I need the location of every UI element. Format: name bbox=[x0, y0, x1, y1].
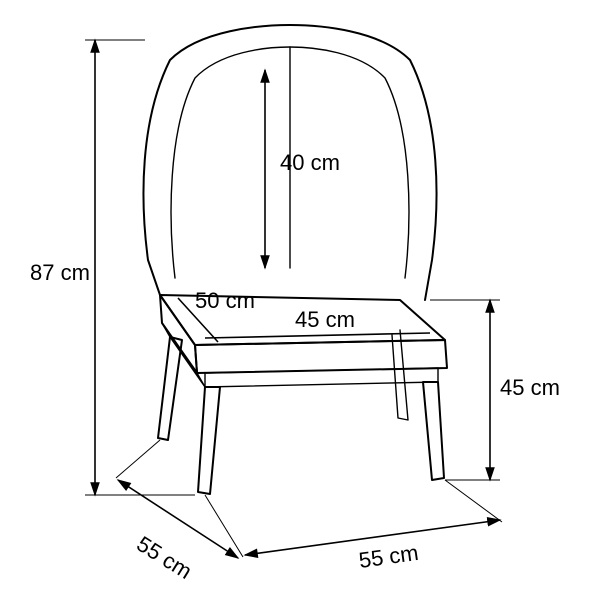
label-overall-depth: 55 cm bbox=[132, 531, 196, 584]
label-back-height: 40 cm bbox=[280, 150, 340, 175]
dim-overall-width bbox=[205, 480, 502, 557]
label-overall-width: 55 cm bbox=[357, 540, 420, 573]
dim-seat-height bbox=[430, 300, 500, 480]
label-overall-height: 87 cm bbox=[30, 260, 90, 285]
label-seat-width: 45 cm bbox=[295, 307, 355, 332]
dimension-lines bbox=[85, 40, 502, 558]
chair-outline bbox=[143, 25, 447, 494]
dim-overall-depth bbox=[116, 440, 238, 558]
chair-dimension-diagram: 87 cm 40 cm 50 cm 45 cm 45 cm 55 cm 55 c… bbox=[0, 0, 600, 600]
dim-overall-height bbox=[85, 40, 195, 495]
label-seat-height: 45 cm bbox=[500, 375, 560, 400]
label-seat-depth: 50 cm bbox=[195, 288, 255, 313]
dimension-labels: 87 cm 40 cm 50 cm 45 cm 45 cm 55 cm 55 c… bbox=[30, 150, 560, 584]
